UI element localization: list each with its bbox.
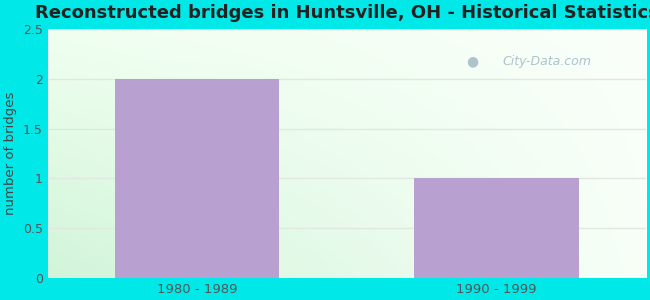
Bar	[414, 178, 578, 278]
Text: City-Data.com: City-Data.com	[502, 55, 591, 68]
Title: Reconstructed bridges in Huntsville, OH - Historical Statistics: Reconstructed bridges in Huntsville, OH …	[35, 4, 650, 22]
Y-axis label: number of bridges: number of bridges	[4, 92, 17, 215]
Bar	[115, 79, 280, 278]
Text: ●: ●	[466, 55, 478, 69]
